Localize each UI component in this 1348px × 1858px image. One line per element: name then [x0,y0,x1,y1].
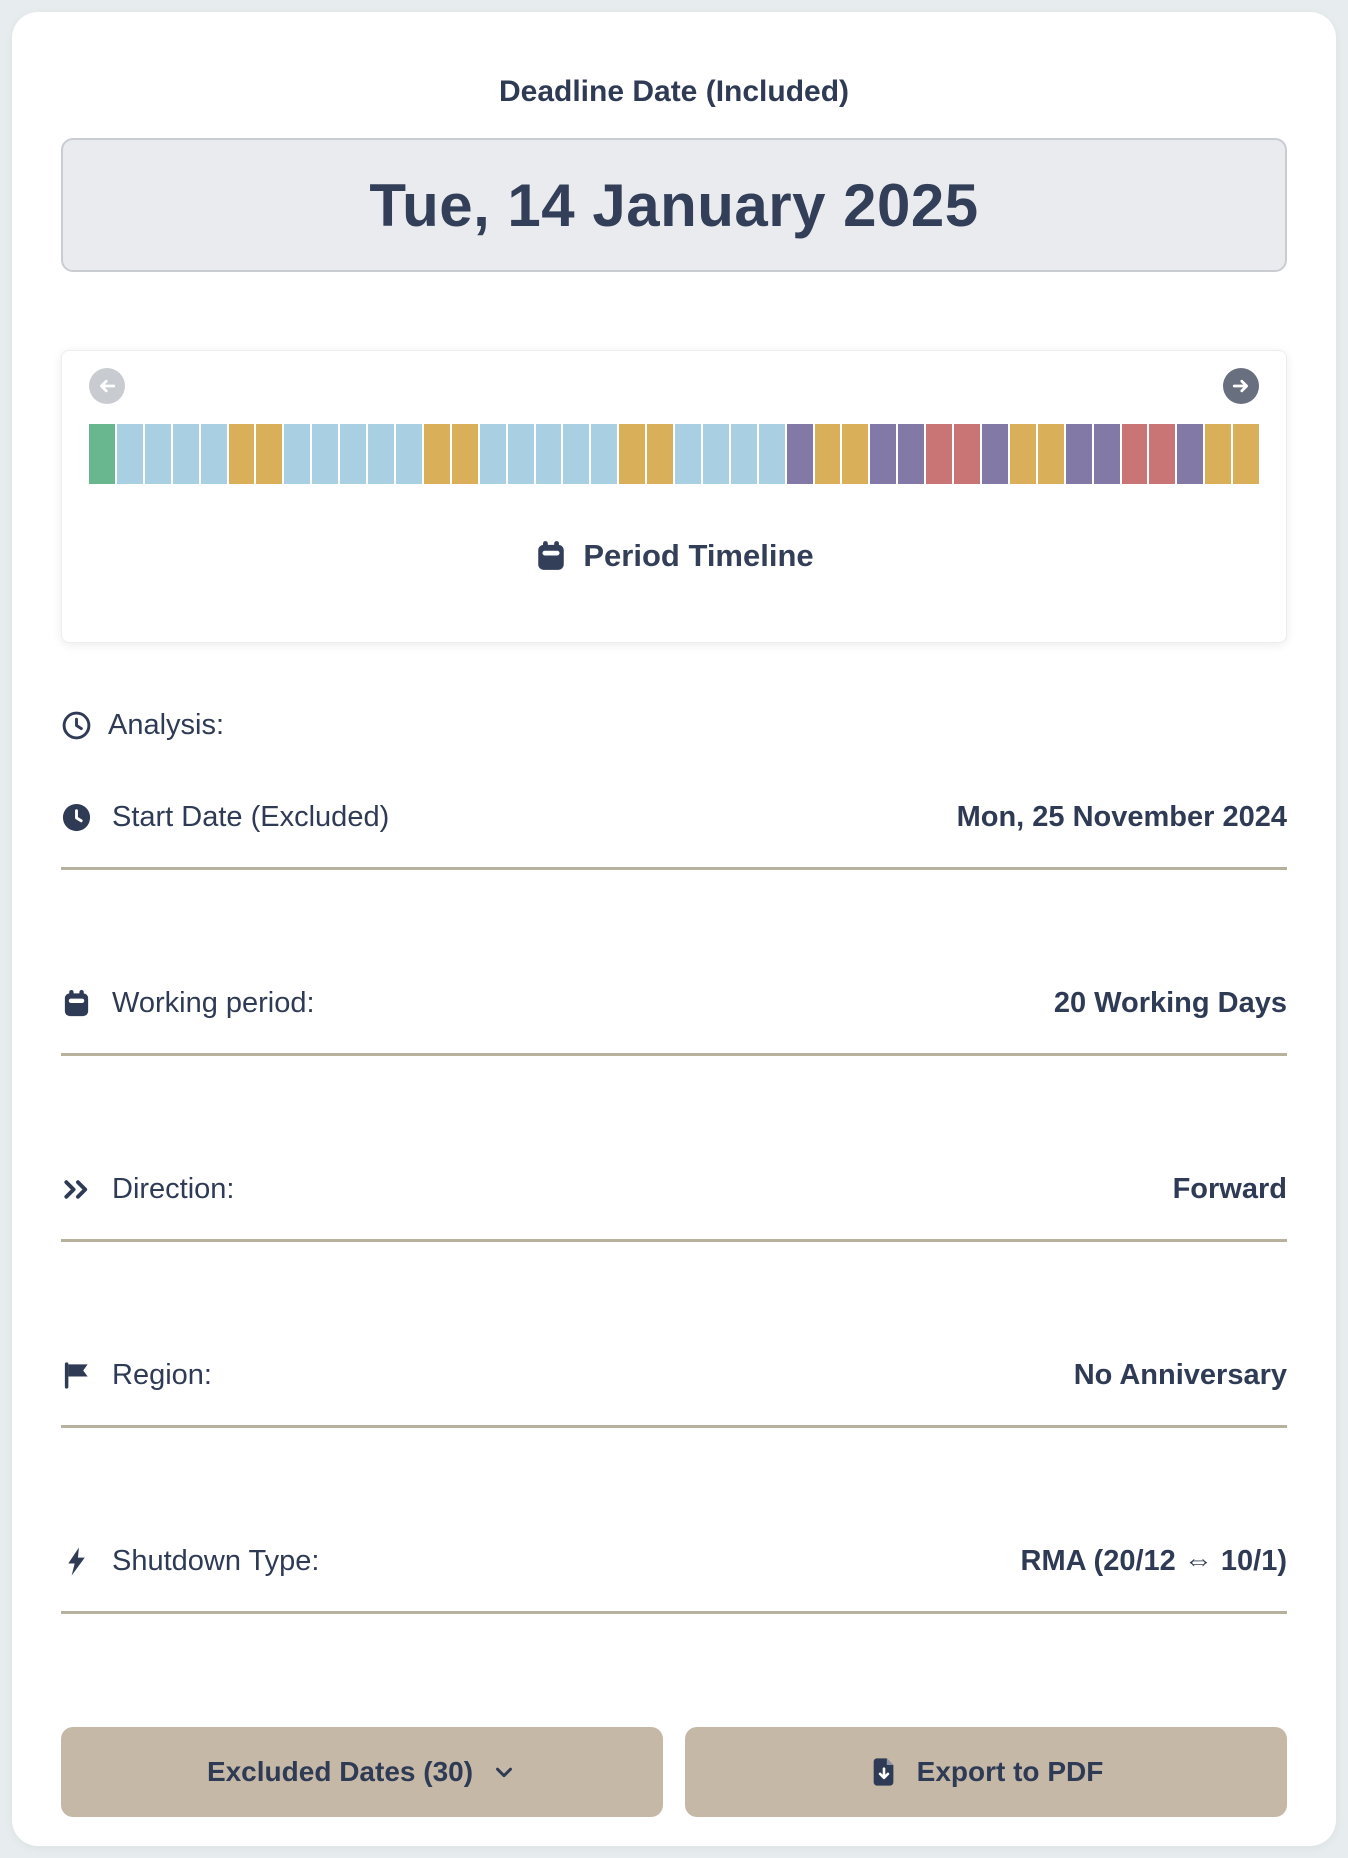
analysis-row-region: Region: No Anniversary [61,1355,1287,1428]
timeline-segment-shutdown [1093,424,1120,484]
timeline-segment-work [591,424,618,484]
timeline-segment-shutdown [982,424,1008,484]
timeline-segment-weekend [1233,424,1260,484]
timeline-segment-weekend [256,424,283,484]
flag-icon [61,1360,92,1391]
timeline-segment-work [395,424,422,484]
timeline-segment-work [479,424,506,484]
footer-buttons: Excluded Dates (30) Export to PDF [61,1727,1287,1817]
period-timeline-label: Period Timeline [583,538,814,573]
timeline-segment-weekend [842,424,869,484]
row-value-working-period: 20 Working Days [1053,987,1287,1019]
analysis-rows: Start Date (Excluded) Mon, 25 November 2… [61,797,1287,1614]
chevron-down-icon [491,1759,517,1785]
timeline-segment-work [200,424,227,484]
timeline-segment-work [675,424,701,484]
timeline-segment-work [368,424,394,484]
analysis-heading-label: Analysis: [108,709,225,741]
period-timeline-caption: Period Timeline [89,536,1259,576]
deadline-date-display: Tue, 14 January 2025 [61,138,1287,272]
analysis-row-direction: Direction: Forward [61,1169,1287,1242]
calendar-icon [534,539,568,573]
timeline-segment-work [312,424,339,484]
timeline-segment-work [563,424,590,484]
timeline-segment-start [89,424,115,484]
timeline-segment-weekend [619,424,646,484]
timeline-segment-holiday [926,424,953,484]
timeline-segment-work [116,424,143,484]
export-pdf-button[interactable]: Export to PDF [685,1727,1287,1817]
excluded-dates-button[interactable]: Excluded Dates (30) [61,1727,663,1817]
timeline-segment-holiday [1149,424,1176,484]
row-value-shutdown-type: RMA (20/12 ⇔ 10/1) [1020,1545,1287,1577]
timeline-segment-work [144,424,171,484]
row-label-shutdown-type: Shutdown Type: [112,1545,320,1577]
timeline-segment-weekend [228,424,255,484]
timeline-segment-shutdown [898,424,925,484]
timeline-segment-work [730,424,757,484]
export-pdf-label: Export to PDF [916,1756,1104,1787]
timeline-segment-work [340,424,367,484]
timeline-segment-weekend [423,424,450,484]
analysis-heading: Analysis: [61,705,1287,745]
timeline-segment-work [172,424,199,484]
period-timeline-card: Period Timeline [61,350,1287,643]
clock-icon [61,802,92,833]
arrow-left-icon [95,374,119,398]
next-period-button[interactable] [1223,368,1259,404]
previous-period-button[interactable] [89,368,125,404]
timeline-segment-weekend [1205,424,1232,484]
timeline-segment-weekend [1009,424,1036,484]
timeline-segment-work [284,424,311,484]
page-title: Deadline Date (Included) [498,75,850,108]
timeline-segment-shutdown [1177,424,1204,484]
row-value-start-date: Mon, 25 November 2024 [956,801,1287,833]
timeline-segment-work [702,424,729,484]
timeline-segment-work [758,424,785,484]
row-label-working-period: Working period: [112,987,315,1019]
timeline-segment-work [507,424,534,484]
clock-outline-icon [61,710,92,741]
timeline-segment-weekend [647,424,674,484]
double-chevron-right-icon [61,1174,92,1205]
deadline-calculator-card: Deadline Date (Included) Tue, 14 January… [12,12,1336,1846]
analysis-row-shutdown-type: Shutdown Type: RMA (20/12 ⇔ 10/1) [61,1541,1287,1614]
row-value-region: No Anniversary [1073,1359,1287,1391]
excluded-dates-label: Excluded Dates (30) [206,1756,474,1787]
arrow-right-icon [1229,374,1253,398]
timeline-segment-shutdown [870,424,897,484]
analysis-row-working-period: Working period: 20 Working Days [61,983,1287,1056]
timeline-segment-shutdown [786,424,813,484]
timeline-segment-weekend [1037,424,1064,484]
period-timeline-bar [89,424,1260,484]
calendar-icon [61,988,92,1019]
row-label-start-date: Start Date (Excluded) [112,801,390,833]
bolt-icon [61,1546,92,1577]
analysis-row-start-date: Start Date (Excluded) Mon, 25 November 2… [61,797,1287,870]
row-label-region: Region: [112,1359,212,1391]
timeline-segment-weekend [814,424,841,484]
timeline-segment-weekend [451,424,478,484]
timeline-segment-shutdown [1065,424,1092,484]
timeline-segment-work [535,424,562,484]
file-download-icon [869,1757,899,1787]
deadline-date-text: Tue, 14 January 2025 [369,171,979,239]
row-value-direction: Forward [1172,1173,1287,1205]
row-label-direction: Direction: [112,1173,235,1205]
timeline-segment-holiday [954,424,980,484]
timeline-segment-holiday [1121,424,1148,484]
